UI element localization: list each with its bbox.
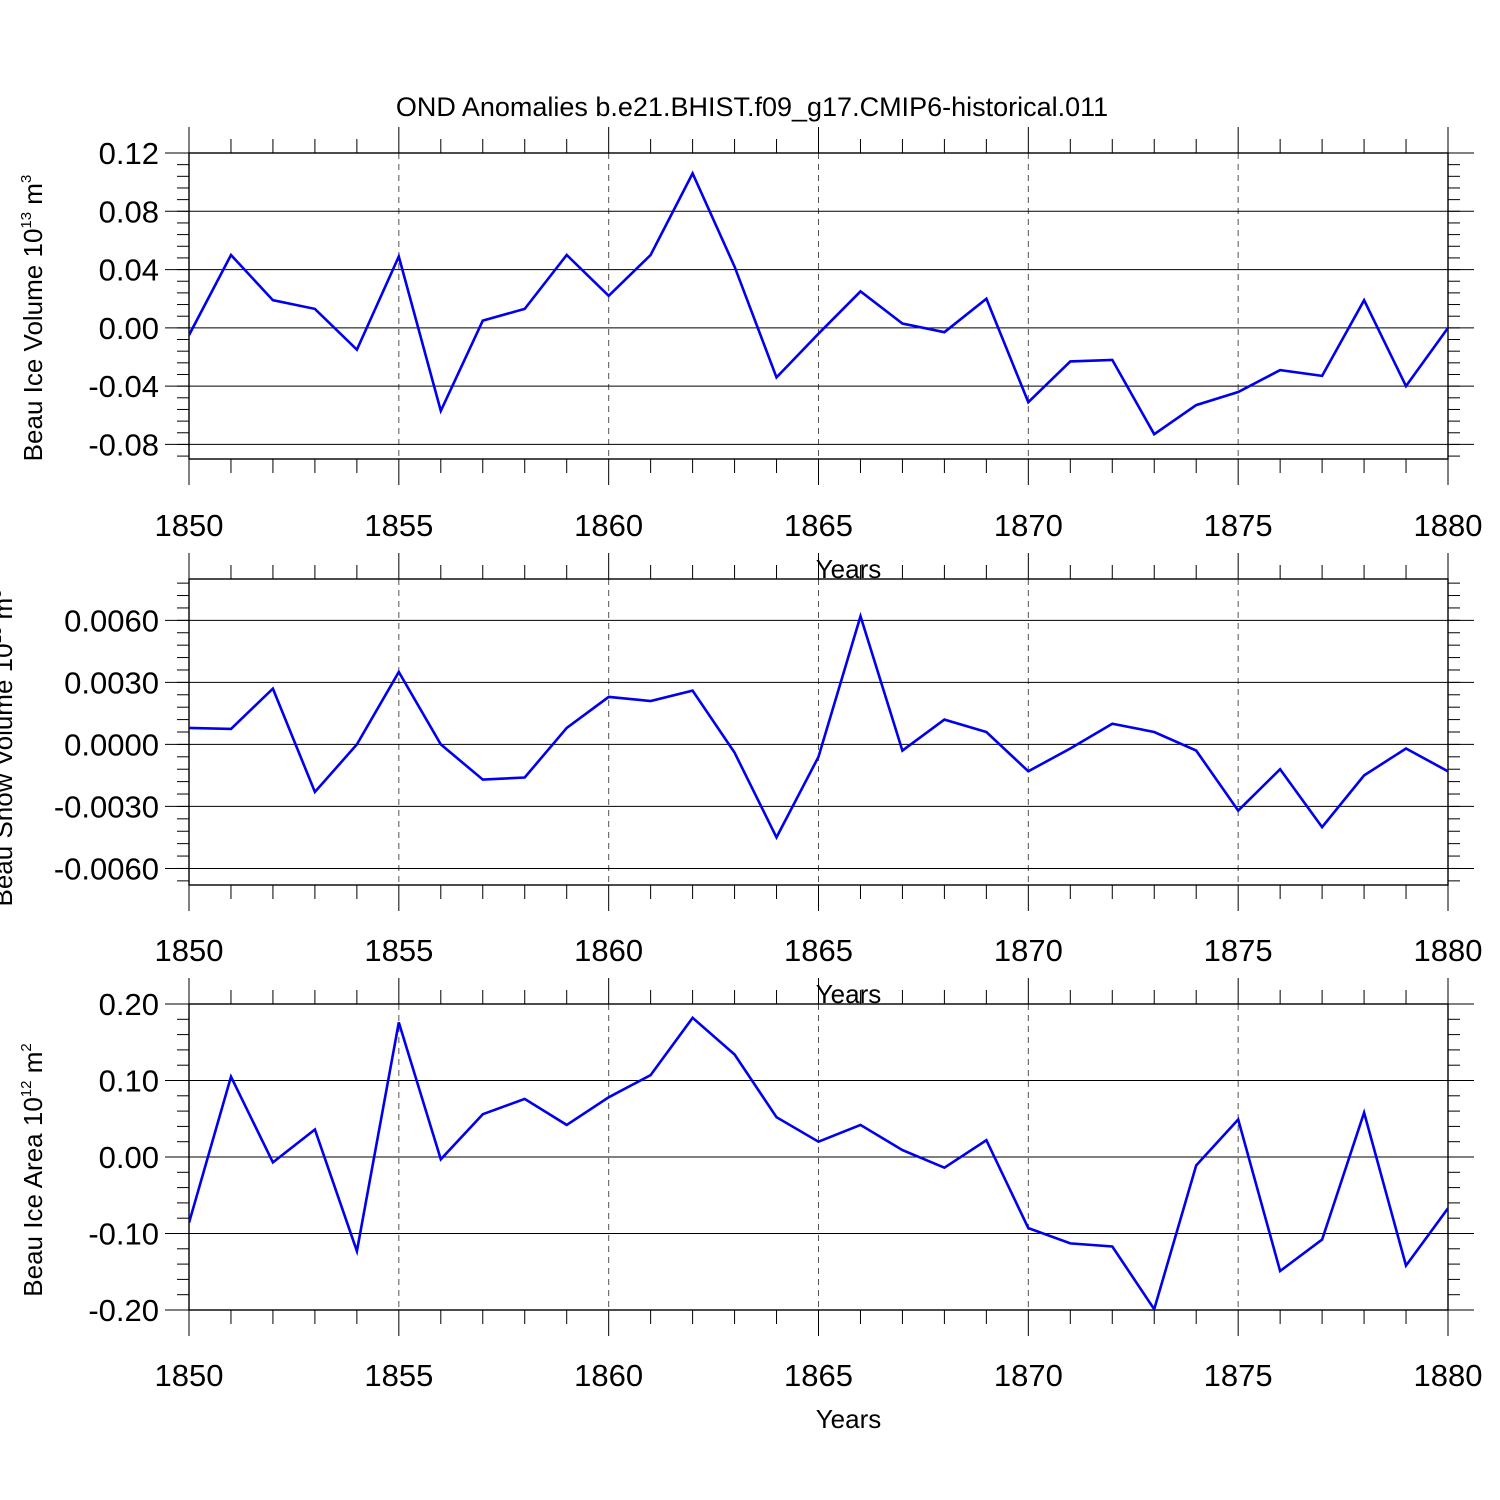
y-tick-label: 0.20 (99, 987, 159, 1022)
y-tick-label: 0.04 (99, 253, 159, 288)
plot-frame (188, 1003, 1449, 1311)
y-axis-label: Beau Ice Volume 1013 m3 (18, 175, 48, 462)
x-tick-label: 1865 (784, 933, 853, 968)
x-tick-label: 1870 (994, 933, 1063, 968)
y-tick-label: 0.0030 (64, 665, 159, 700)
plot-frame (188, 152, 1449, 460)
y-axis-label: Beau Ice Area 1012 m2 (18, 1043, 48, 1296)
x-tick-label: 1865 (784, 508, 853, 543)
x-tick-label: 1860 (574, 933, 643, 968)
y-tick-label: 0.10 (99, 1064, 159, 1099)
x-tick-label: 1850 (155, 1358, 224, 1393)
x-tick-label: 1855 (364, 508, 433, 543)
y-tick-label: 0.08 (99, 194, 159, 229)
x-tick-label: 1880 (1414, 1358, 1483, 1393)
y-tick-label: 0.00 (99, 1140, 159, 1175)
data-series-line (189, 170, 1448, 437)
data-series-line (189, 611, 1448, 841)
y-tick-label: 0.12 (99, 136, 159, 171)
y-axis-label: Beau Snow Volume 1013 m3 (0, 590, 18, 907)
x-tick-label: 1850 (155, 508, 224, 543)
y-tick-label: 0.00 (99, 311, 159, 346)
y-tick-label: -0.10 (88, 1217, 159, 1252)
y-tick-label: -0.04 (88, 369, 159, 404)
y-tick-label: -0.0060 (54, 851, 159, 886)
plot-frame (188, 578, 1449, 886)
x-tick-label: 1855 (364, 933, 433, 968)
x-tick-label: 1880 (1414, 933, 1483, 968)
data-series-line (189, 1015, 1448, 1310)
x-tick-label: 1865 (784, 1358, 853, 1393)
chart-panel-2: 0.0060 0.0030 0.0000 -0.0030 -0.0060 1850 1855… (0, 553, 1482, 1009)
x-axis-label: Years (816, 1404, 882, 1434)
chart-panel-1: 0.12 0.08 0.04 0.00 -0.04 -0.08 1850 1855 1860 18… (18, 127, 1482, 584)
x-tick-label: 1860 (574, 508, 643, 543)
y-tick-label: 0.0000 (64, 727, 159, 762)
x-tick-label: 1875 (1204, 1358, 1273, 1393)
x-tick-label: 1860 (574, 1358, 643, 1393)
y-tick-label: 0.0060 (64, 603, 159, 638)
chart-title: OND Anomalies b.e21.BHIST.f09_g17.CMIP6-… (396, 92, 1108, 122)
x-tick-label: 1870 (994, 508, 1063, 543)
y-tick-label: -0.20 (88, 1293, 159, 1328)
x-tick-label: 1880 (1414, 508, 1483, 543)
x-tick-label: 1875 (1204, 508, 1273, 543)
x-tick-label: 1855 (364, 1358, 433, 1393)
x-tick-label: 1850 (155, 933, 224, 968)
x-tick-label: 1870 (994, 1358, 1063, 1393)
x-tick-label: 1875 (1204, 933, 1273, 968)
y-tick-label: -0.0030 (54, 789, 159, 824)
chart-panel-3: 0.20 0.10 0.00 -0.10 -0.20 1850 1855 1860 1865 18… (18, 978, 1482, 1434)
y-tick-label: -0.08 (88, 427, 159, 462)
